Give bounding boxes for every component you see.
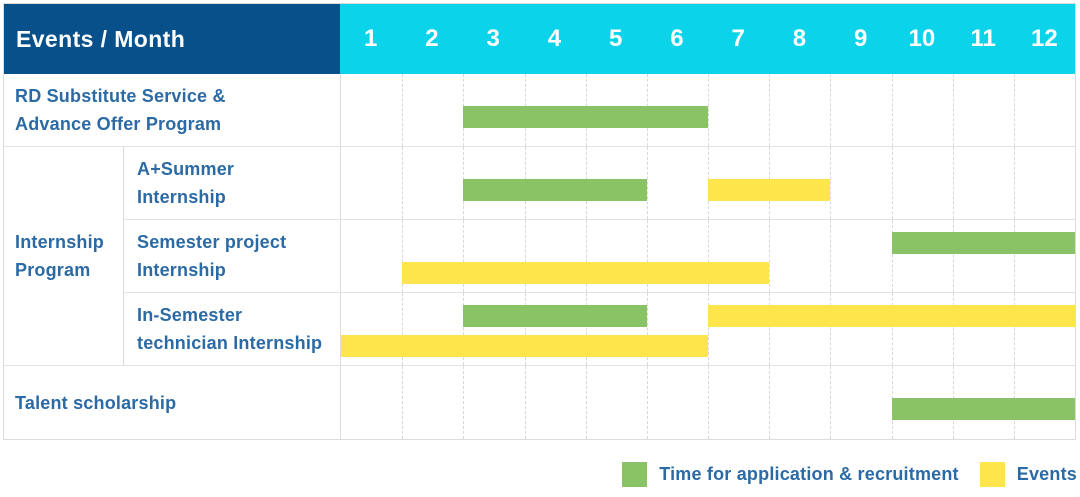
month-gridline: [708, 220, 709, 292]
month-gridline: [891, 147, 893, 219]
row-label-line: Semester project: [137, 232, 287, 252]
month-gridline: [646, 293, 648, 365]
legend-swatch-green: [622, 462, 648, 487]
table-header-title-cell: Events / Month: [4, 4, 340, 74]
row-label-semester-project-internship: Semester project Internship: [123, 220, 340, 293]
chart-row-rd-substitute-advance-offer: [340, 74, 1075, 147]
month-label-11: 11: [970, 25, 996, 52]
row-label-line: In-Semester: [137, 305, 243, 325]
month-label-12: 12: [1031, 25, 1058, 52]
month-gridline: [585, 366, 587, 439]
legend: Time for application & recruitment Events: [0, 462, 1077, 487]
month-gridline: [952, 147, 954, 219]
row-label-line: Talent scholarship: [15, 392, 177, 413]
month-label-7: 7: [731, 25, 745, 52]
month-header-row: 1 2 3 4 5 6 7 8 9 10 11 12: [340, 4, 1075, 74]
gantt-bar-in-semester-technician-internship-yellow-1: [708, 305, 1075, 327]
month-label-5: 5: [608, 25, 623, 52]
month-gridline: [646, 147, 648, 219]
month-gridline: [708, 74, 709, 146]
gantt-bar-semester-project-internship-green-0: [891, 232, 1075, 254]
month-gridline: [891, 220, 893, 292]
month-gridline: [769, 74, 771, 146]
month-gridline: [1013, 74, 1015, 146]
month-gridline: [402, 74, 404, 146]
chart-row-talent-scholarship: [340, 366, 1075, 439]
row-label-line: A+Summer: [137, 159, 235, 179]
month-gridline: [769, 220, 771, 292]
chart-row-a-plus-summer-internship: [340, 147, 1075, 220]
gantt-bar-rd-substitute-advance-offer-green-0: [463, 106, 708, 128]
month-label-6: 6: [670, 25, 684, 52]
month-gridline: [402, 147, 404, 219]
month-gridline: [952, 74, 954, 146]
gantt-bar-in-semester-technician-internship-green-0: [463, 305, 647, 327]
row-label-line: Internship: [137, 187, 227, 207]
month-gridline: [708, 366, 709, 439]
month-gridline: [830, 220, 832, 292]
month-gridline: [1013, 293, 1015, 365]
gantt-bar-semester-project-internship-yellow-1: [402, 262, 770, 284]
month-gridline: [524, 293, 526, 365]
gantt-bar-a-plus-summer-internship-yellow-1: [708, 179, 831, 201]
month-gridline: [463, 293, 465, 365]
row-label-line: Advance Offer Program: [15, 114, 222, 134]
month-gridline: [646, 220, 648, 292]
legend-label: Time for application & recruitment: [659, 464, 959, 484]
month-gridline: [830, 147, 832, 219]
month-gridline: [952, 293, 954, 365]
month-label-2: 2: [425, 25, 439, 52]
month-gridline: [402, 220, 404, 292]
row-label-rd-substitute-advance-offer: RD Substitute Service & Advance Offer Pr…: [4, 74, 340, 147]
month-gridline: [769, 366, 771, 439]
month-gridline: [585, 220, 587, 292]
legend-label: Events: [1016, 464, 1077, 484]
row-label-talent-scholarship: Talent scholarship: [4, 366, 340, 439]
month-label-9: 9: [853, 25, 868, 52]
month-gridline: [524, 366, 526, 439]
month-gridline: [830, 366, 832, 439]
legend-swatch-yellow: [979, 462, 1005, 487]
month-gridline: [463, 366, 465, 439]
chart-row-in-semester-technician-internship: [340, 293, 1075, 366]
month-gridline: [402, 293, 404, 365]
month-gridline: [830, 293, 832, 365]
row-label-line: Internship: [137, 260, 227, 280]
gantt-table: Events / Month 1 2 3 4 5 6 7 8 9 10 11 12 RD Substi…: [3, 3, 1076, 440]
month-gridline: [1013, 220, 1015, 292]
month-gridline: [830, 74, 832, 146]
legend-item-green: Time for application & recruitment: [622, 462, 959, 487]
group-label-internship-program: Internship Program: [4, 147, 123, 366]
gantt-bar-a-plus-summer-internship-green-0: [463, 179, 647, 201]
month-gridline: [402, 366, 404, 439]
month-label-1: 1: [363, 25, 378, 52]
month-gridline: [585, 293, 587, 365]
chart-row-semester-project-internship: [340, 220, 1075, 293]
month-gridline: [524, 220, 526, 292]
month-gridline: [463, 220, 465, 292]
group-label-line: Internship: [15, 232, 105, 252]
month-gridline: [646, 366, 648, 439]
row-label-a-plus-summer-internship: A+Summer Internship: [123, 147, 340, 220]
month-gridline: [891, 74, 893, 146]
month-gridline: [952, 220, 954, 292]
month-gridline: [708, 293, 709, 365]
month-gridline: [769, 293, 771, 365]
gantt-bar-talent-scholarship-green-0: [891, 398, 1075, 420]
month-label-4: 4: [547, 25, 562, 52]
month-gridline: [891, 293, 893, 365]
table-title: Events / Month: [16, 25, 186, 52]
row-label-line: technician Internship: [137, 333, 323, 353]
row-label-line: RD Substitute Service &: [15, 86, 226, 106]
group-label-line: Program: [15, 260, 91, 280]
month-label-10: 10: [908, 25, 936, 52]
month-label-3: 3: [486, 25, 500, 52]
month-label-8: 8: [792, 25, 807, 52]
gantt-bar-in-semester-technician-internship-yellow-2: [341, 335, 708, 357]
row-label-in-semester-technician-internship: In-Semester technician Internship: [123, 293, 340, 366]
legend-item-yellow: Events: [979, 462, 1077, 487]
month-gridline: [1013, 147, 1015, 219]
